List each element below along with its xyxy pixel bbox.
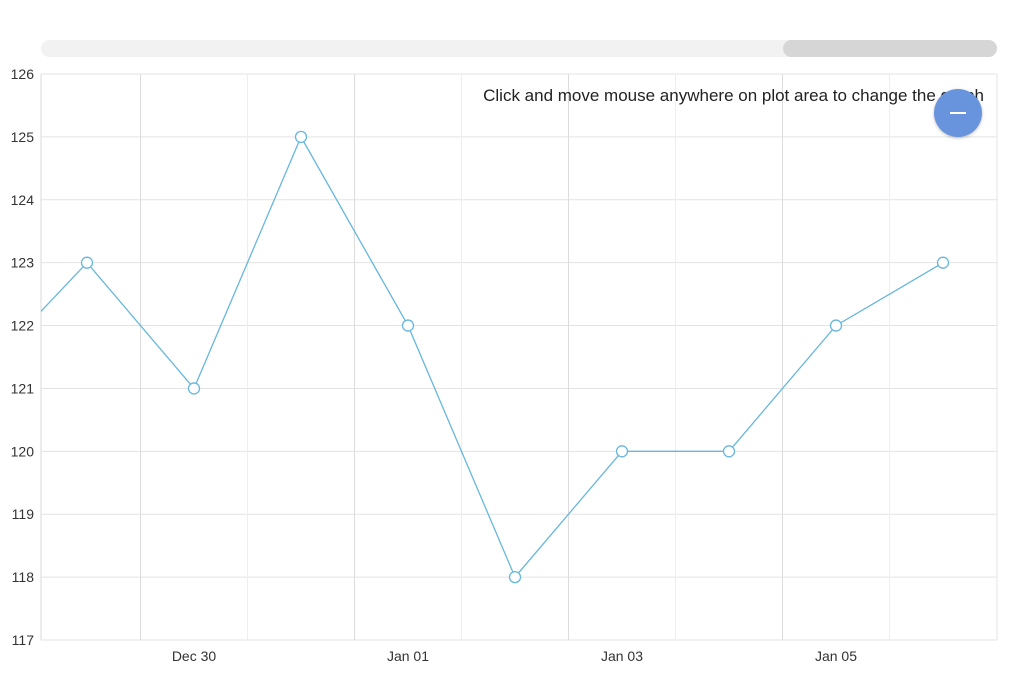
y-tick-label: 117: [12, 632, 35, 648]
y-tick-label: 125: [11, 129, 35, 145]
data-point[interactable]: [722, 445, 736, 458]
x-tick-label: Jan 05: [815, 648, 857, 664]
y-tick-label: 126: [11, 66, 35, 82]
y-tick-label: 120: [11, 443, 35, 459]
y-tick-label: 119: [12, 506, 35, 522]
x-tick-label: Dec 30: [172, 648, 217, 664]
minus-icon: [950, 112, 966, 114]
scrollbar-thumb[interactable]: [783, 40, 997, 57]
x-tick-label: Jan 01: [387, 648, 429, 664]
data-point[interactable]: [615, 445, 629, 458]
data-point[interactable]: [829, 319, 843, 332]
series-points: [80, 130, 950, 584]
y-tick-label: 122: [11, 318, 35, 334]
y-tick-label: 123: [11, 255, 35, 271]
data-point[interactable]: [294, 130, 308, 144]
y-tick-label: 118: [12, 569, 35, 585]
data-point[interactable]: [187, 382, 201, 395]
data-point[interactable]: [80, 256, 94, 269]
y-axis-ticks: 117 118 119 120 121 122 123 124 125 126: [11, 66, 35, 648]
data-point[interactable]: [936, 256, 950, 269]
y-tick-label: 121: [11, 380, 35, 396]
x-axis-ticks: Dec 30 Jan 01 Jan 03 Jan 05: [172, 648, 857, 664]
series-line: [40, 135, 944, 579]
y-tick-label: 124: [11, 192, 35, 208]
grid-lines: [40, 73, 998, 641]
data-point[interactable]: [508, 570, 522, 584]
zoom-out-button[interactable]: [934, 89, 982, 137]
x-tick-label: Jan 03: [601, 648, 643, 664]
horizontal-scrollbar[interactable]: [41, 40, 997, 57]
chart-hint-text: Click and move mouse anywhere on plot ar…: [483, 86, 984, 105]
data-point[interactable]: [401, 319, 415, 332]
